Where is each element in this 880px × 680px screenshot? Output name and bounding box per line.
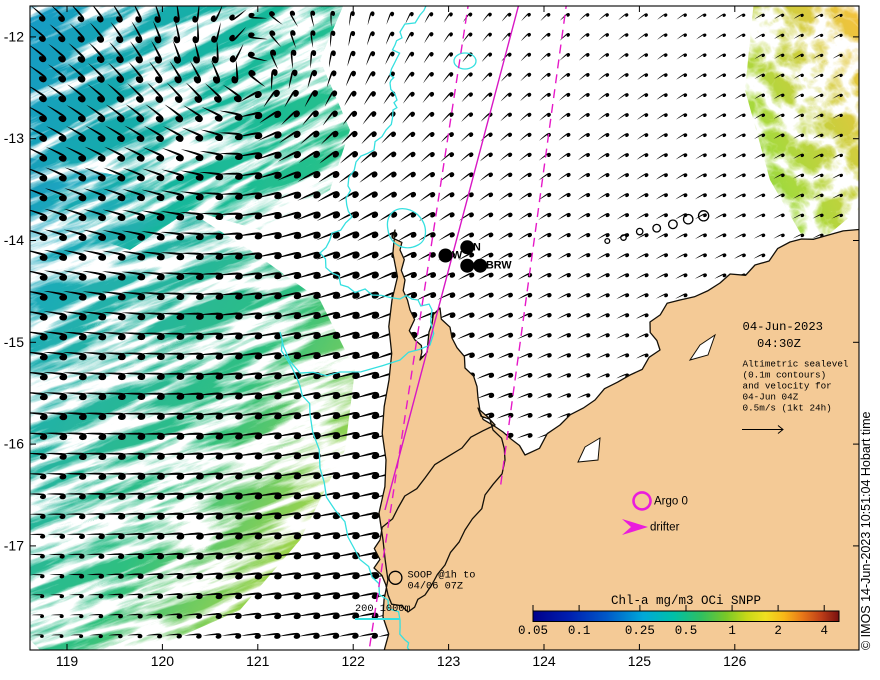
svg-text:04-Jun 04Z: 04-Jun 04Z <box>743 392 799 403</box>
svg-text:1: 1 <box>728 624 736 638</box>
svg-text:122: 122 <box>342 653 366 669</box>
svg-text:04/06 07Z: 04/06 07Z <box>408 581 464 593</box>
svg-text:119: 119 <box>56 653 79 669</box>
svg-text:124: 124 <box>532 653 556 669</box>
svg-text:0.5: 0.5 <box>675 624 698 638</box>
svg-text:and velocity for: and velocity for <box>743 381 832 392</box>
svg-text:(0.1m contours): (0.1m contours) <box>743 370 827 381</box>
svg-text:-14: -14 <box>4 232 24 248</box>
svg-text:Argo 0: Argo 0 <box>654 496 688 508</box>
svg-text:123: 123 <box>437 653 461 669</box>
svg-text:04:30Z: 04:30Z <box>757 337 801 351</box>
svg-text:N: N <box>473 242 481 254</box>
svg-text:drifter: drifter <box>650 522 680 534</box>
svg-text:-17: -17 <box>4 537 24 553</box>
svg-text:-12: -12 <box>4 28 24 44</box>
svg-text:W: W <box>452 250 463 262</box>
svg-text:0.5m/s (1kt 24h): 0.5m/s (1kt 24h) <box>743 403 832 414</box>
svg-text:121: 121 <box>246 653 270 669</box>
svg-text:© IMOS 14-Jun-2023 10:51:04 Ho: © IMOS 14-Jun-2023 10:51:04 Hobart time <box>859 411 873 650</box>
svg-text:4: 4 <box>820 624 828 638</box>
svg-text:04-Jun-2023: 04-Jun-2023 <box>743 320 823 334</box>
svg-text:-15: -15 <box>4 334 24 350</box>
svg-text:-13: -13 <box>4 130 24 146</box>
svg-text:2: 2 <box>774 624 782 638</box>
svg-text:126: 126 <box>723 653 747 669</box>
svg-text:BRW: BRW <box>486 260 512 272</box>
svg-text:0.05: 0.05 <box>518 624 548 638</box>
svg-text:-16: -16 <box>4 436 24 452</box>
svg-text:Altimetric sealevel: Altimetric sealevel <box>743 359 849 370</box>
svg-text:200 1000m: 200 1000m <box>355 603 411 615</box>
svg-text:0.1: 0.1 <box>568 624 591 638</box>
svg-text:125: 125 <box>628 653 652 669</box>
svg-text:0.25: 0.25 <box>625 624 655 638</box>
svg-text:120: 120 <box>151 653 175 669</box>
